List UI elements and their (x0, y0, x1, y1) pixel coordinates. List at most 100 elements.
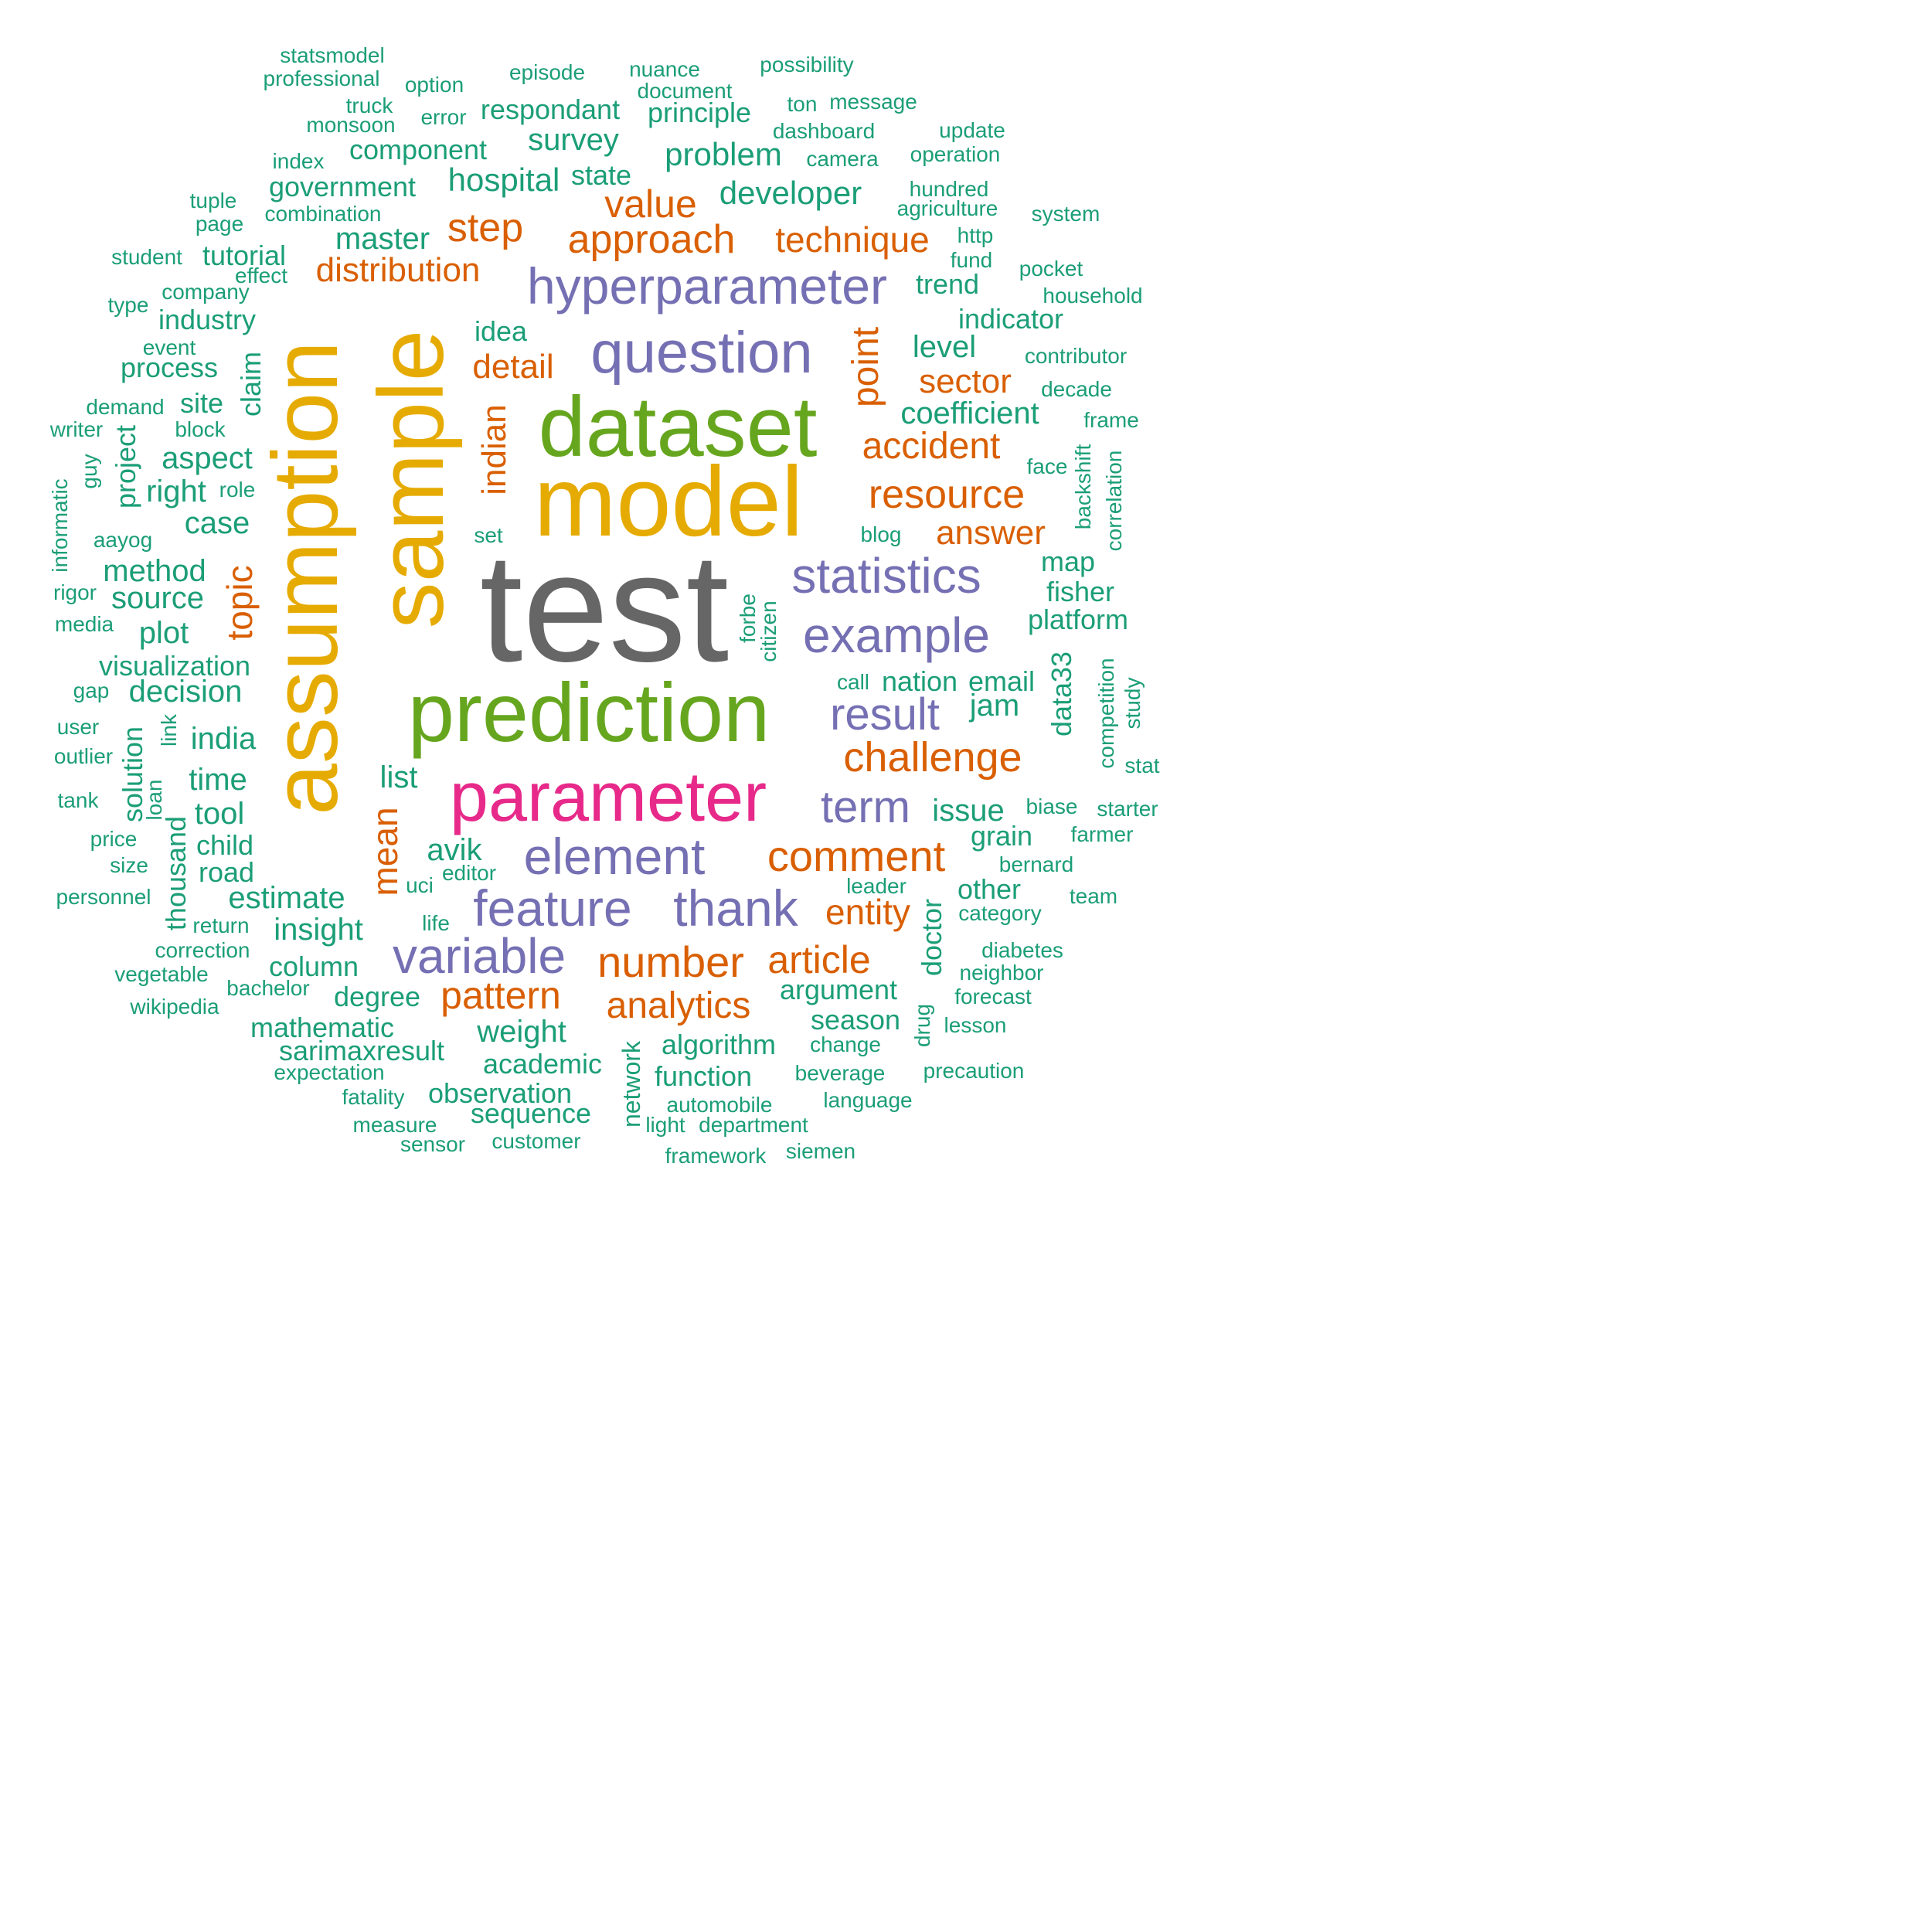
word-approach: approach (567, 217, 736, 262)
word-type: type (107, 293, 149, 317)
word-leader: leader (846, 874, 906, 898)
word-agriculture: agriculture (896, 196, 998, 220)
word-operation: operation (910, 142, 1001, 166)
word-map: map (1040, 546, 1096, 577)
word-pocket: pocket (1019, 257, 1083, 281)
word-road: road (198, 856, 255, 888)
word-example: example (803, 607, 990, 663)
word-automobile: automobile (666, 1093, 773, 1117)
word-observation: observation (427, 1077, 573, 1109)
word-nation: nation (881, 665, 958, 697)
word-bachelor: bachelor (226, 976, 310, 1000)
word-backshift: backshift (1071, 444, 1095, 530)
word-fatality: fatality (342, 1085, 405, 1109)
word-vegetable: vegetable (114, 962, 209, 986)
word-guy: guy (77, 454, 101, 489)
word-comment: comment (767, 832, 946, 880)
word-change: change (810, 1032, 881, 1056)
word-hospital: hospital (447, 162, 560, 198)
word-rigor: rigor (53, 580, 97, 604)
word-event: event (142, 335, 196, 359)
word-monsoon: monsoon (306, 113, 396, 137)
word-master: master (335, 222, 430, 256)
word-combination: combination (264, 202, 382, 226)
word-pattern: pattern (440, 974, 561, 1017)
word-team: team (1069, 884, 1118, 908)
word-statsmodel: statsmodel (280, 43, 385, 67)
word-visualization: visualization (98, 650, 251, 682)
word-language: language (823, 1088, 913, 1112)
word-professional: professional (263, 66, 380, 90)
word-detail: detail (472, 348, 554, 386)
word-question: question (590, 320, 813, 386)
word-system: system (1031, 202, 1100, 226)
word-grain: grain (970, 820, 1033, 852)
word-variable: variable (392, 928, 566, 984)
word-drug: drug (910, 1003, 934, 1048)
word-user: user (56, 715, 100, 739)
word-other: other (957, 873, 1022, 905)
word-industry: industry (158, 304, 257, 335)
word-department: department (699, 1113, 808, 1137)
word-data33: data33 (1046, 651, 1077, 737)
word-prediction: prediction (407, 665, 770, 759)
word-aayog: aayog (93, 528, 153, 552)
word-camera: camera (806, 147, 879, 171)
word-feature: feature (473, 879, 632, 937)
word-biase: biase (1026, 794, 1078, 818)
word-email: email (968, 665, 1036, 697)
word-expectation: expectation (274, 1060, 385, 1084)
word-customer: customer (492, 1129, 581, 1153)
word-outlier: outlier (53, 744, 114, 768)
word-project: project (110, 424, 141, 509)
word-method: method (103, 554, 206, 588)
word-decade: decade (1041, 377, 1112, 401)
word-indian: indian (475, 404, 513, 495)
word-sarimaxresult: sarimaxresult (278, 1035, 445, 1066)
word-topic: topic (219, 565, 260, 641)
word-season: season (810, 1004, 901, 1036)
word-model: model (533, 447, 804, 557)
word-ton: ton (787, 92, 818, 116)
word-list: list (379, 760, 418, 794)
word-principle: principle (647, 97, 752, 128)
word-option: option (404, 73, 464, 97)
word-distribution: distribution (315, 251, 481, 289)
word-issue: issue (932, 794, 1005, 828)
word-process: process (120, 352, 219, 383)
word-update: update (939, 118, 1005, 142)
word-number: number (597, 937, 744, 986)
word-citizen: citizen (757, 600, 781, 662)
word-respondant: respondant (480, 94, 621, 125)
word-lesson: lesson (944, 1013, 1007, 1037)
word-site: site (179, 387, 224, 419)
word-sector: sector (919, 362, 1012, 400)
word-indicator: indicator (957, 303, 1064, 335)
word-uci: uci (406, 873, 434, 897)
word-call: call (836, 670, 870, 694)
word-challenge: challenge (843, 734, 1022, 781)
word-decision: decision (128, 675, 243, 709)
word-hundred: hundred (909, 177, 989, 201)
word-blog: blog (860, 522, 902, 546)
word-platform: platform (1027, 604, 1129, 635)
word-nuance: nuance (629, 57, 700, 81)
word-trend: trend (915, 268, 980, 300)
word-correction: correction (155, 938, 250, 962)
word-dashboard: dashboard (772, 119, 876, 143)
word-life: life (422, 911, 450, 935)
word-household: household (1043, 284, 1143, 308)
word-accident: accident (862, 426, 1001, 467)
word-india: india (190, 722, 257, 756)
word-error: error (420, 105, 467, 129)
word-source: source (111, 581, 205, 615)
word-fisher: fisher (1046, 576, 1115, 607)
word-mathematic: mathematic (250, 1012, 395, 1043)
word-frame: frame (1083, 408, 1139, 432)
word-test: test (479, 522, 730, 694)
word-jam: jam (969, 689, 1020, 723)
word-cloud: test sample assumption model dataset pre… (0, 0, 1212, 1212)
word-page: page (195, 212, 244, 236)
word-algorithm: algorithm (661, 1029, 777, 1060)
word-aspect: aspect (162, 441, 253, 475)
